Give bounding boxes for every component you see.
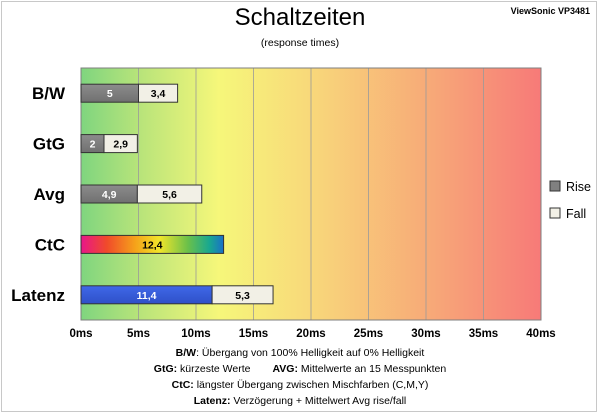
x-tick-label: 25ms: [354, 328, 383, 340]
footnote-gtg-key: GtG:: [153, 363, 178, 375]
legend-swatch: [549, 180, 561, 192]
x-tick-label: 30ms: [411, 328, 440, 340]
footnote-ctc-text: längster Übergang zwischen Mischfarben (…: [193, 379, 429, 391]
data-label: 3,4: [151, 88, 166, 100]
footnote-bw-key: B/W: [175, 347, 197, 359]
bar-fall: [138, 83, 179, 103]
legend-label: Rise: [566, 180, 591, 194]
footnote-gtg-text: kürzeste Werte: [177, 363, 251, 375]
footnote-lat-key: Latenz:: [193, 395, 231, 407]
data-label: 5: [107, 88, 113, 100]
category-label: Avg: [34, 185, 66, 204]
footnote-latenz: Latenz: Verzögerung + Mittelwert Avg ris…: [0, 393, 600, 409]
footnote-avg-key: AVG:: [272, 363, 298, 375]
legend-label: Fall: [566, 207, 586, 221]
data-label: 2,9: [113, 139, 128, 151]
data-label: 2: [90, 139, 96, 151]
category-label: B/W: [32, 84, 66, 103]
x-tick-labels: 0ms 5ms 10ms 15ms 20ms 25ms 30ms 35ms 40ms: [69, 328, 555, 340]
legend: Rise Fall: [549, 180, 591, 221]
legend-swatch: [549, 207, 561, 219]
x-tick-label: 15ms: [239, 328, 268, 340]
chart-title: Schaltzeiten: [234, 4, 366, 31]
footnote-gtg-avg: GtG: kürzeste Werte AVG: Mittelwerte an 1…: [0, 361, 600, 377]
x-tick-label: 5ms: [127, 328, 150, 340]
data-label: 4,9: [102, 189, 117, 201]
footnote-avg-text: Mittelwerte an 15 Messpunkten: [297, 363, 447, 375]
bar-ctc: [80, 234, 225, 254]
bar-fall: [136, 184, 203, 204]
brand-label: ViewSonic VP3481: [510, 6, 590, 16]
footnote-bw: B/W: Übergang von 100% Helligkeit auf 0%…: [0, 345, 600, 361]
data-label: 5,3: [235, 290, 250, 302]
data-label: 12,4: [142, 239, 163, 251]
bar-fall: [211, 285, 274, 305]
footnote-ctc-key: CtC:: [171, 379, 194, 391]
data-label: 11,4: [137, 290, 157, 302]
footnote-ctc: CtC: längster Übergang zwischen Mischfar…: [0, 377, 600, 393]
category-labels: B/W GtG Avg CtC Latenz: [11, 84, 66, 305]
bar-fall: [103, 134, 138, 154]
data-label: 5,6: [162, 189, 177, 201]
category-label: Latenz: [11, 286, 65, 305]
footnote-lat-text: Verzögerung + Mittelwert Avg rise/fall: [230, 395, 407, 407]
footnote-bw-text: : Übergang von 100% Helligkeit auf 0% He…: [196, 347, 425, 359]
x-tick-label: 0ms: [69, 328, 92, 340]
x-tick-label: 10ms: [181, 328, 210, 340]
category-label: CtC: [35, 235, 65, 254]
x-tick-label: 40ms: [526, 328, 555, 340]
x-tick-label: 20ms: [296, 328, 325, 340]
chart-subtitle: (response times): [260, 37, 340, 49]
footnotes: B/W: Übergang von 100% Helligkeit auf 0%…: [0, 345, 600, 409]
x-tick-label: 35ms: [469, 328, 498, 340]
category-label: GtG: [33, 135, 65, 154]
bars-group: 5 3,4 2 2,9 4,9 5,6 12,4 11,4 5,3: [80, 83, 274, 305]
